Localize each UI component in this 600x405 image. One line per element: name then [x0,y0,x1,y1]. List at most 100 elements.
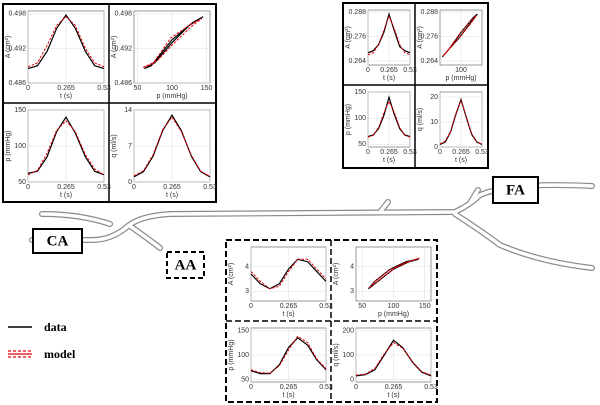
x-axis-label: t (s) [60,93,72,100]
legend-label: data [44,320,67,334]
y-tick-label: 50 [358,141,366,148]
line [133,113,211,178]
ca-box [32,228,83,254]
x-tick-label: 0.53 [403,67,417,74]
y-axis-label: p (mmHg) [345,104,352,135]
x-tick-label: 100 [388,303,400,310]
x-tick-label: 150 [419,303,431,310]
y-tick-label: 0.498 [8,11,26,18]
y-tick-label: 0.288 [420,9,438,16]
y-tick-label: 0.264 [420,58,438,65]
x-axis-label: t (s) [387,392,399,399]
y-tick-label: 0 [434,144,438,151]
line [250,337,327,375]
x-tick-label: 50 [358,303,366,310]
line [250,258,327,290]
x-tick-label: 0 [132,184,136,191]
y-tick-label: 150 [14,107,26,114]
y-tick-label: 0.264 [348,58,366,65]
y-tick-label: 0.492 [8,45,26,52]
line [27,116,105,176]
x-tick-label: 0.265 [452,149,470,156]
x-tick-label: 0.53 [97,184,111,191]
line [133,116,211,177]
y-axis-label: p (mmHg) [5,130,12,161]
y-tick-label: 100 [237,352,249,359]
y-tick-label: 100 [342,352,354,359]
x-axis-label: p (mmHg) [156,93,187,100]
line [250,258,327,290]
y-tick-label: 150 [237,327,249,334]
x-tick-label: 0.53 [97,85,111,92]
line [369,257,420,288]
line [144,16,204,70]
line [250,335,327,374]
y-axis-label: q (ml/s) [333,343,340,366]
y-tick-label: 0.486 [114,80,132,87]
y-axis-label: A (cm²) [417,26,424,49]
line [367,14,411,56]
x-tick-label: 100 [166,85,178,92]
fa-box [492,176,539,204]
x-tick-label: 0.265 [385,384,403,391]
y-axis-label: A (cm²) [228,263,235,286]
x-tick-label: 0 [249,384,253,391]
line [142,18,203,68]
line [27,13,105,70]
y-tick-label: 0.276 [420,33,438,40]
x-tick-label: 0.53 [319,303,333,310]
aa-box [166,251,205,279]
x-tick-label: 0.53 [319,384,333,391]
line [367,100,411,138]
y-axis-label: q (ml/s) [417,108,424,131]
x-axis-label: t (s) [166,192,178,199]
y-axis-label: q (ml/s) [111,134,118,157]
y-tick-label: 3 [350,288,354,295]
x-axis-label: t (s) [383,157,395,164]
y-tick-label: 50 [18,179,26,186]
x-tick-label: 0.265 [380,149,398,156]
x-tick-label: 0.265 [163,184,181,191]
y-tick-label: 0.288 [348,9,366,16]
x-tick-label: 0.53 [424,384,438,391]
y-axis-label: p (mmHg) [228,339,235,370]
y-tick-label: 0.492 [114,45,132,52]
y-tick-label: 0 [350,376,354,383]
y-tick-label: 20 [430,94,438,101]
line [27,120,105,176]
x-axis-label: t (s) [282,311,294,318]
x-tick-label: 0 [438,149,442,156]
x-tick-label: 0 [366,149,370,156]
y-tick-label: 100 [14,143,26,150]
y-tick-label: 4 [245,263,249,270]
line [368,258,419,290]
y-tick-label: 200 [342,327,354,334]
fa-label: FA [506,182,525,198]
x-tick-label: 0.265 [380,67,398,74]
y-tick-label: 0.498 [114,11,132,18]
x-tick-label: 0.53 [403,149,417,156]
x-tick-label: 0 [26,184,30,191]
x-tick-label: 0.53 [203,184,217,191]
y-tick-label: 3 [245,288,249,295]
y-tick-label: 0.486 [8,80,26,87]
line [27,16,105,68]
aa-label: AA [175,257,197,273]
y-tick-label: 10 [430,119,438,126]
x-tick-label: 0 [249,303,253,310]
y-tick-label: 100 [354,115,366,122]
y-tick-label: 14 [124,107,132,114]
x-axis-label: t (s) [60,192,72,199]
ca-label: CA [47,233,69,249]
line [439,99,483,145]
y-tick-label: 0.276 [348,33,366,40]
legend-label: model [44,347,76,361]
x-axis-label: t (s) [383,75,395,82]
x-tick-label: 50 [134,85,142,92]
x-axis-label: t (s) [282,392,294,399]
y-axis-label: A (cm²) [5,36,12,59]
x-axis-label: p (mmHg) [378,311,409,318]
x-tick-label: 0.265 [280,303,298,310]
x-tick-label: 0 [26,85,30,92]
